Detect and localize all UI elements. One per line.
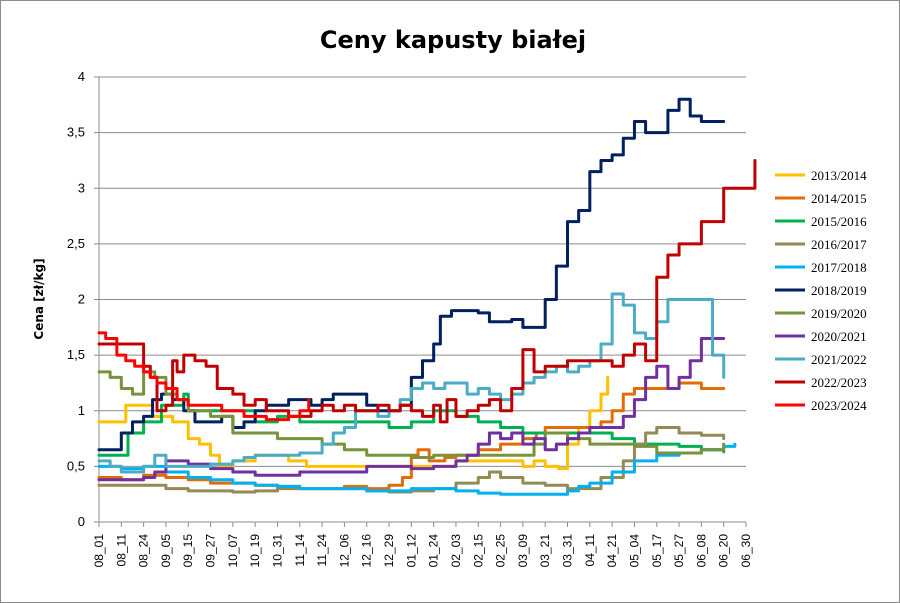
x-tick-label: 12_16 [360,534,374,568]
legend-label: 2013/2014 [811,168,867,183]
legend-label: 2019/2020 [811,306,867,321]
x-tick-label: 06_08 [694,534,708,568]
x-tick-label: 02_25 [494,534,508,568]
x-tick-label: 04_21 [605,534,619,568]
legend-label: 2017/2018 [811,260,867,275]
series-line-2022-2023 [97,158,757,424]
series-line-2021-2022 [97,292,726,474]
legend-label: 2020/2021 [811,329,867,344]
legend-label: 2022/2023 [811,375,867,390]
y-tick-label: 2 [78,292,85,307]
x-tick-label: 08_11 [114,534,128,567]
y-tick-label: 4 [78,69,85,84]
x-tick-label: 03_09 [516,534,530,568]
x-tick-label: 08_24 [137,534,151,568]
series-line-2018-2019 [97,97,726,452]
series-lines [97,97,757,496]
y-tick-label: 0,5 [67,458,85,473]
x-tick-label: 03_31 [561,534,575,568]
x-tick-label: 09_05 [159,534,173,568]
x-tick-label: 08_01 [92,534,106,568]
series-line-2016-2017 [97,425,726,494]
y-tick-label: 3,5 [67,125,85,140]
legend-label: 2015/2016 [811,214,867,229]
x-tick-label: 10_19 [248,534,262,568]
legend-label: 2023/2024 [811,398,867,413]
y-tick-label: 0 [78,514,85,529]
x-tick-label: 01_12 [404,534,418,568]
x-tick-label: 06_20 [717,534,731,568]
legend-label: 2018/2019 [811,283,867,298]
x-tick-label: 12_29 [382,534,396,568]
x-tick-label: 09_27 [204,534,218,568]
legend-label: 2014/2015 [811,191,867,206]
x-tick-label: 10_07 [226,534,240,568]
series-line-2017-2018 [97,442,737,496]
x-tick-label: 05_17 [650,534,664,568]
series-line-2019-2020 [97,370,726,459]
series-line-2023-2024 [97,331,311,422]
y-tick-label: 3 [78,180,85,195]
legend-label: 2016/2017 [811,237,867,252]
y-tick-label: 1 [78,403,85,418]
legend: 2013/2014 2014/2015 2015/2016 2016/2017 2017… [775,168,867,413]
y-tick-label: 2,5 [67,236,85,251]
x-tick-label: 12_06 [337,534,351,568]
chart-title: Ceny kapusty białej [320,26,586,54]
x-tick-label: 03_21 [538,534,552,568]
gridlines [99,76,746,467]
x-tick-label: 05_27 [672,534,686,568]
series-line-2013-2014 [97,375,610,471]
series-line-2014-2015 [97,381,726,491]
series-line-2020-2021 [97,336,726,482]
x-tick-label: 11_24 [315,534,329,567]
x-tick-label: 11_14 [293,534,307,567]
x-tick-label: 02_03 [449,534,463,568]
y-axis-label: Cena [zł/kg] [32,258,46,339]
y-tick-label: 1,5 [67,347,85,362]
x-tick-label: 09_15 [181,534,195,568]
axes: 0 0,5 1 1,5 2 2,5 3 3,5 4 08_01 08_11 08_24 09_05 09_… [67,69,753,567]
x-tick-label: 02_15 [471,534,485,568]
x-tick-label: 10_31 [270,534,284,568]
x-tick-label: 04_11 [583,534,597,567]
x-tick-label: 01_24 [427,534,441,568]
x-tick-label: 05_04 [627,534,641,568]
legend-label: 2021/2022 [811,352,867,367]
x-tick-label: 06_30 [739,534,753,568]
